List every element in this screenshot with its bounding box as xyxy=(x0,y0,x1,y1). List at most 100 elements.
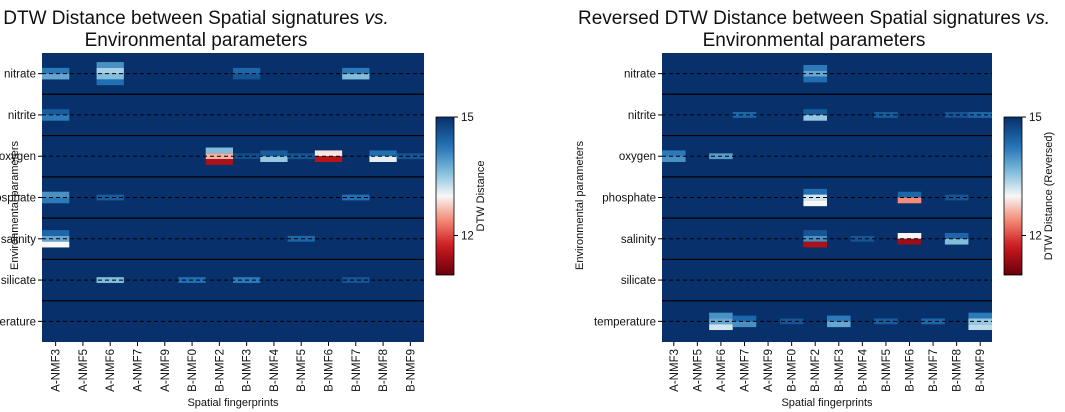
heatmap-cell xyxy=(96,277,124,283)
heatmap-cell xyxy=(732,321,757,328)
heatmap-cell xyxy=(342,277,370,283)
heatmap-cell xyxy=(803,200,827,207)
y-tick-label: salinity xyxy=(621,234,656,246)
heatmap-cell xyxy=(96,67,124,74)
chart-title-line-2: Environmental parameters xyxy=(85,30,308,51)
x-tick-label: A-NMF6 xyxy=(105,349,117,392)
heatmap-cell xyxy=(732,112,757,118)
heatmap-cell xyxy=(42,241,70,248)
heatmap-cell xyxy=(803,114,827,121)
y-tick-label: nitrite xyxy=(628,110,656,122)
heatmap-cell xyxy=(314,150,343,157)
x-tick-label: B-NMF9 xyxy=(975,349,987,392)
heatmap-cell xyxy=(897,233,922,239)
x-tick-label: B-NMF5 xyxy=(881,349,893,392)
colorbar-tick-label: 12 xyxy=(461,231,474,243)
x-axis-label: Spatial fingerprints xyxy=(781,397,873,409)
heatmap-cell xyxy=(96,194,124,201)
x-axis-label: Spatial fingerprints xyxy=(187,397,279,409)
chart-title-vs: vs. xyxy=(364,8,388,29)
heatmap-cell xyxy=(803,76,827,83)
heatmap-cell xyxy=(897,238,922,245)
heatmap-cell xyxy=(662,156,686,162)
heatmap-cell xyxy=(850,235,875,242)
x-tick-label: B-NMF7 xyxy=(928,349,940,392)
x-tick-label: B-NMF3 xyxy=(242,349,254,392)
colorbar xyxy=(1003,116,1023,276)
heatmap-cell xyxy=(342,73,370,80)
y-tick-label: oxygen xyxy=(0,151,36,163)
y-tick-label: nitrate xyxy=(624,69,656,81)
y-tick-label: oxygen xyxy=(619,151,656,163)
heatmap-cell xyxy=(944,238,969,245)
heatmap-panel-1: DTW Distance between Spatial signatures … xyxy=(0,8,487,409)
x-tick-label: B-NMF4 xyxy=(857,348,869,391)
heatmap-cell xyxy=(803,241,827,248)
x-tick-label: A-NMF5 xyxy=(78,349,90,392)
heatmap-cell xyxy=(396,153,424,160)
x-tick-label: B-NMF5 xyxy=(296,349,308,392)
heatmap-cell xyxy=(803,70,827,77)
y-axis-label: Environmental parameters xyxy=(574,141,586,271)
heatmap-cell xyxy=(342,194,370,201)
heatmap-cell xyxy=(968,324,992,331)
heatmap-cell xyxy=(803,194,827,201)
y-tick-label: phosphate xyxy=(0,193,36,205)
heatmap-cell xyxy=(944,233,969,239)
chart-title-line-1: DTW Distance between Spatial signatures … xyxy=(3,8,388,29)
colorbar-label: DTW Distance xyxy=(475,161,487,232)
heatmap-cell xyxy=(96,73,124,80)
heatmap-cell xyxy=(314,156,343,162)
colorbar-label: DTW Distance (Reversed) xyxy=(1043,132,1055,260)
heatmap-cell xyxy=(803,109,827,115)
colorbar-tick-label: 15 xyxy=(1029,112,1042,124)
colorbar-tick-label: 12 xyxy=(1029,231,1042,243)
heatmap-cell xyxy=(897,191,922,198)
heatmap-cell xyxy=(732,315,757,322)
heatmap-cell xyxy=(803,188,827,195)
heatmap-cell xyxy=(42,230,70,236)
heatmap-cell xyxy=(709,312,733,319)
heatmap-cell xyxy=(260,150,288,157)
heatmap-cell xyxy=(233,73,261,80)
heatmap-cell xyxy=(42,197,70,204)
x-tick-label: B-NMF6 xyxy=(905,349,917,392)
x-tick-label: B-NMF9 xyxy=(405,349,417,392)
heatmap-cell xyxy=(874,318,898,325)
heatmap-cell xyxy=(42,109,70,115)
heatmap-cell xyxy=(803,64,827,71)
y-tick-label: silicate xyxy=(621,275,656,287)
heatmap-cell xyxy=(205,159,233,165)
heatmap-cell xyxy=(42,114,70,121)
y-tick-label: nitrate xyxy=(4,69,36,81)
heatmap-cell xyxy=(897,197,922,204)
heatmap-cell xyxy=(96,62,124,68)
x-tick-label: B-NMF0 xyxy=(787,349,799,392)
heatmap-cell xyxy=(42,67,70,74)
heatmap-cell xyxy=(874,112,898,118)
heatmap-panel-2: Reversed DTW Distance between Spatial si… xyxy=(574,8,1055,409)
x-tick-label: A-NMF7 xyxy=(133,349,145,392)
heatmap-cell xyxy=(827,315,851,322)
x-tick-label: B-NMF2 xyxy=(214,349,226,392)
heatmap-cell xyxy=(803,230,827,236)
colorbar xyxy=(435,116,455,276)
x-tick-label: A-NMF7 xyxy=(740,349,752,392)
chart-title-text: DTW Distance between Spatial signatures xyxy=(3,8,359,29)
heatmap-cell xyxy=(662,150,686,157)
heatmap-cell xyxy=(205,147,233,154)
heatmap-cell xyxy=(42,191,70,198)
x-tick-label: A-NMF5 xyxy=(692,349,704,392)
heatmap-cell xyxy=(42,73,70,80)
heatmap-cell xyxy=(968,312,992,319)
heatmap-cell xyxy=(827,321,851,328)
x-tick-label: B-NMF8 xyxy=(378,349,390,392)
y-tick-label: salinity xyxy=(1,234,36,246)
x-tick-label: A-NMF9 xyxy=(160,349,172,392)
y-tick-label: nitrite xyxy=(8,110,36,122)
x-tick-label: B-NMF0 xyxy=(187,349,199,392)
chart-title-line-1: Reversed DTW Distance between Spatial si… xyxy=(578,8,1050,29)
heatmap-cell xyxy=(233,67,261,74)
x-tick-label: A-NMF6 xyxy=(716,349,728,392)
